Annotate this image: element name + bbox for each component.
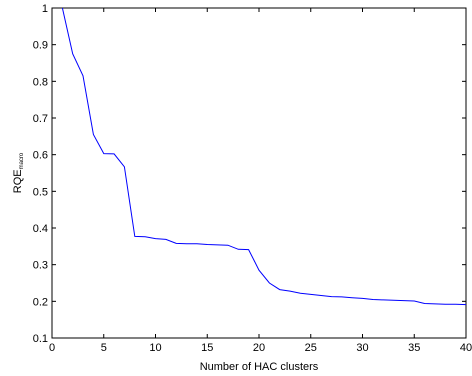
x-tick-label: 25 <box>305 342 317 354</box>
y-tick-label: 0.2 <box>33 296 48 308</box>
x-tick-labels: 0 5 10 15 20 25 30 35 40 <box>49 342 472 354</box>
y-tick-label: 0.7 <box>33 113 48 125</box>
y-tick-label: 0.3 <box>33 260 48 272</box>
x-tick-label: 10 <box>149 342 161 354</box>
x-tick-label: 35 <box>408 342 420 354</box>
x-tick-label: 5 <box>101 342 107 354</box>
y-tick-label: 0.9 <box>33 40 48 52</box>
y-axis-title: RQEmacro <box>12 152 25 193</box>
x-axis-title: Number of HAC clusters <box>200 361 319 373</box>
y-tick-label: 0.4 <box>33 223 48 235</box>
x-tick-label: 20 <box>253 342 265 354</box>
x-tick-label: 0 <box>49 342 55 354</box>
axis-ticks <box>51 7 467 339</box>
y-tick-label: 0.6 <box>33 150 48 162</box>
x-tick-label: 30 <box>356 342 368 354</box>
series-line <box>61 7 467 306</box>
y-tick-label: 0.1 <box>33 333 48 345</box>
x-tick-label: 15 <box>201 342 213 354</box>
y-tick-label: 0.5 <box>33 186 48 198</box>
y-tick-label: 1 <box>42 3 48 15</box>
plot-area <box>51 7 467 339</box>
y-axis-title-main: RQE <box>12 169 24 193</box>
y-tick-labels: 0.1 0.2 0.3 0.4 0.5 0.6 0.7 0.8 0.9 1 <box>33 3 48 345</box>
y-tick-label: 0.8 <box>33 76 48 88</box>
x-tick-label: 40 <box>460 342 472 354</box>
y-axis-title-subscript: macro <box>19 152 25 169</box>
